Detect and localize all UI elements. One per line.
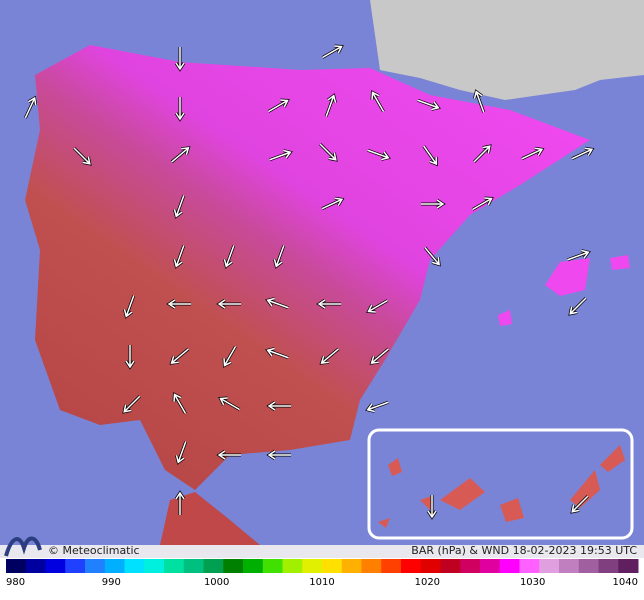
scale-cell xyxy=(460,559,481,573)
scale-cell xyxy=(381,559,402,573)
scale-cell xyxy=(341,559,362,573)
scale-cell xyxy=(420,559,441,573)
logo-text: © Meteoclimatic xyxy=(48,544,140,557)
scale-cell xyxy=(223,559,244,573)
scale-cell xyxy=(598,559,619,573)
caption-title: BAR (hPa) & WND 18-02-2023 19:53 UTC xyxy=(411,544,637,557)
scale-cell xyxy=(499,559,520,573)
scale-cell xyxy=(203,559,224,573)
scale-cell xyxy=(65,559,86,573)
scale-label: 1030 xyxy=(520,577,545,588)
scale-cell xyxy=(104,559,125,573)
iberia xyxy=(25,45,590,490)
scale-label: 1010 xyxy=(309,577,334,588)
scale-cell xyxy=(124,559,145,573)
scale-cell xyxy=(243,559,264,573)
scale-cell xyxy=(164,559,185,573)
scale-cell xyxy=(440,559,461,573)
scale-cell xyxy=(45,559,66,573)
caption-bar xyxy=(0,545,644,558)
scale-cell xyxy=(25,559,46,573)
scale-cell xyxy=(539,559,560,573)
color-scale: 980 990 1000 1010 1020 1030 1040 xyxy=(6,559,639,588)
logo-icon xyxy=(4,536,42,557)
scale-cell xyxy=(144,559,165,573)
scale-cell xyxy=(480,559,501,573)
scale-cell xyxy=(302,559,323,573)
scale-cell xyxy=(85,559,106,573)
morocco xyxy=(160,492,260,545)
scale-cell xyxy=(401,559,422,573)
scale-cell xyxy=(519,559,540,573)
scale-cell xyxy=(361,559,382,573)
scale-cell xyxy=(578,559,599,573)
scale-label: 1020 xyxy=(415,577,440,588)
scale-label: 1000 xyxy=(204,577,229,588)
scale-cell xyxy=(618,559,639,573)
scale-cell xyxy=(559,559,580,573)
scale-cell xyxy=(322,559,343,573)
scale-label: 1040 xyxy=(613,577,638,588)
scale-cell xyxy=(282,559,303,573)
scale-cell xyxy=(262,559,283,573)
scale-cell xyxy=(6,559,27,573)
scale-label: 980 xyxy=(6,577,25,588)
scale-cell xyxy=(183,559,204,573)
france xyxy=(370,0,644,100)
scale-label: 990 xyxy=(102,577,121,588)
balearic-islands xyxy=(498,255,630,326)
